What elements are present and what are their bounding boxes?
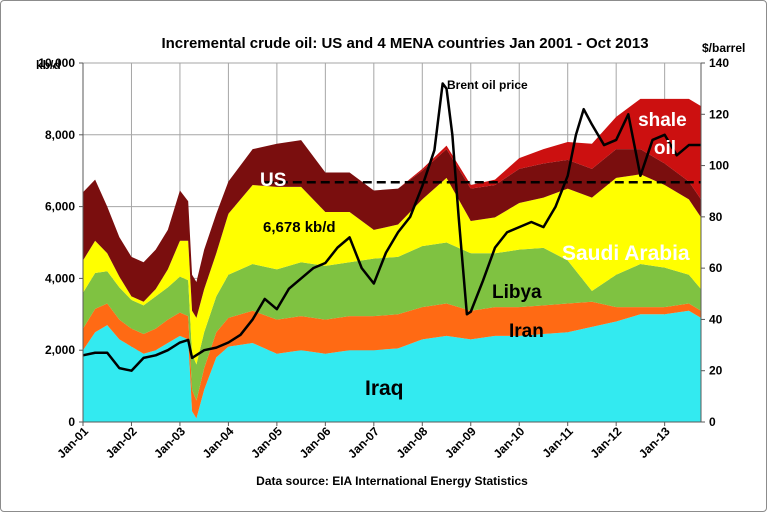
x-tick-label-6: Jan-07 <box>345 424 382 461</box>
right-axis-ticks: 0 20 40 60 80 100 120 140 <box>701 56 729 429</box>
brent-price-line <box>82 82 701 372</box>
right-axis-unit: $/barrel <box>702 41 745 55</box>
right-tick-label-7: 140 <box>709 56 729 70</box>
chart-title: Incremental crude oil: US and 4 MENA cou… <box>161 35 648 52</box>
shale-oil-label: shale oil <box>638 110 692 159</box>
libya-label: Libya <box>492 282 542 303</box>
right-tick-label-1: 20 <box>709 364 723 378</box>
left-tick-label-3: 6,000 <box>45 200 75 214</box>
x-tick-label-3: Jan-04 <box>200 424 237 461</box>
x-tick-label-12: Jan-13 <box>636 424 673 461</box>
us-label: US <box>260 170 286 191</box>
right-tick-label-6: 120 <box>709 107 729 121</box>
area-iran <box>83 301 701 419</box>
average-label: 6,678 kb/d <box>263 219 336 236</box>
left-tick-label-4: 8,000 <box>45 128 75 142</box>
area-us-shale-oil <box>83 98 701 282</box>
brent-label: Brent oil price <box>447 78 528 92</box>
x-tick-label-0: Jan-01 <box>54 424 91 461</box>
right-tick-label-4: 80 <box>709 210 723 224</box>
right-tick-label-0: 0 <box>709 415 716 429</box>
data-source: Data source: EIA International Energy St… <box>256 474 528 488</box>
x-tick-label-10: Jan-11 <box>540 424 577 461</box>
right-tick-label-5: 100 <box>709 159 729 173</box>
brent-price-line-group <box>82 82 701 372</box>
axes <box>82 63 702 423</box>
left-tick-label-0: 0 <box>68 415 75 429</box>
left-axis-ticks: 0 2,000 4,000 6,000 8,000 10,000 <box>38 56 83 429</box>
left-axis-unit: kb/d <box>36 58 61 72</box>
x-axis-ticks: Jan-01 Jan-02 Jan-03 Jan-04 Jan-05 Jan-06 Jan-… <box>54 422 673 461</box>
iraq-label: Iraq <box>365 377 404 400</box>
iran-label: Iran <box>509 321 544 342</box>
left-tick-label-1: 2,000 <box>45 343 75 357</box>
area-iraq <box>83 310 701 422</box>
x-tick-label-5: Jan-06 <box>297 424 334 461</box>
x-tick-label-1: Jan-02 <box>103 424 140 461</box>
right-tick-label-2: 40 <box>709 312 723 326</box>
left-tick-label-5: 10,000 <box>38 56 75 70</box>
x-tick-label-9: Jan-10 <box>491 424 528 461</box>
area-us <box>83 140 701 318</box>
area-libya <box>83 242 701 401</box>
saudi-arabia-label: Saudi Arabia <box>562 242 690 265</box>
annotations: Brent oil price US 6,678 kb/d shale oil … <box>260 78 692 400</box>
x-tick-label-11: Jan-12 <box>588 424 625 461</box>
x-tick-label-4: Jan-05 <box>248 424 285 461</box>
x-tick-label-8: Jan-09 <box>442 424 479 461</box>
left-tick-label-2: 4,000 <box>45 271 75 285</box>
x-tick-label-2: Jan-03 <box>151 424 188 461</box>
right-tick-label-3: 60 <box>709 261 723 275</box>
x-tick-label-7: Jan-08 <box>394 424 431 461</box>
